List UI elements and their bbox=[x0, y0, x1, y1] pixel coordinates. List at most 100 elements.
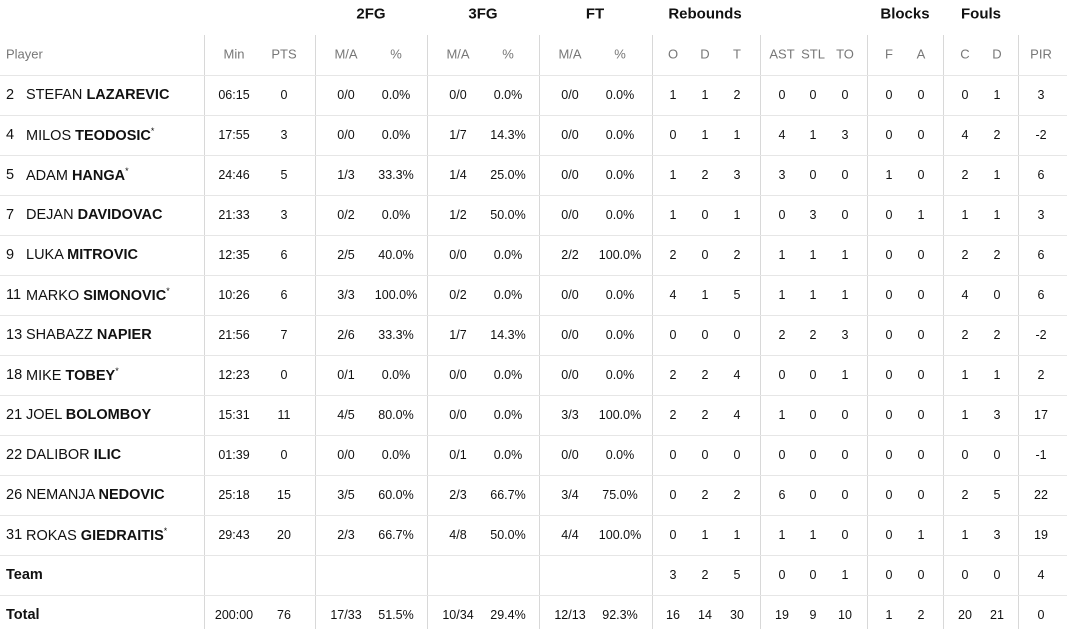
stat-cell: 24:46 bbox=[218, 168, 250, 182]
stat-cell: 29:43 bbox=[218, 528, 250, 542]
stat-cell: 15:31 bbox=[218, 408, 250, 422]
stat-cell: 21:33 bbox=[218, 208, 250, 222]
stat-cell: 1 bbox=[961, 208, 969, 222]
stat-cell: 7 bbox=[280, 328, 288, 342]
stat-cell: 6 bbox=[280, 288, 288, 302]
stat-cell: 6 bbox=[778, 488, 786, 502]
column-header: A bbox=[916, 46, 926, 62]
stat-cell: 21:56 bbox=[218, 328, 250, 342]
stat-cell: 0 bbox=[809, 368, 817, 382]
stat-cell: 2/3 bbox=[337, 528, 355, 542]
row-divider bbox=[0, 515, 1067, 516]
stat-cell: 100.0% bbox=[598, 248, 642, 262]
column-divider bbox=[1018, 35, 1019, 629]
stat-cell: 2/5 bbox=[337, 248, 355, 262]
stat-cell: 2 bbox=[993, 128, 1001, 142]
stat-cell: 50.0% bbox=[490, 528, 526, 542]
stat-cell: 3 bbox=[280, 208, 288, 222]
stat-cell: 1 bbox=[841, 248, 849, 262]
first-name: ADAM bbox=[26, 167, 68, 184]
stat-cell: 2 bbox=[669, 368, 677, 382]
stat-cell: 0/1 bbox=[449, 448, 467, 462]
stat-cell: 0/0 bbox=[561, 288, 579, 302]
stat-cell: 66.7% bbox=[378, 528, 414, 542]
stat-cell: 21 bbox=[990, 608, 1004, 622]
stat-cell: 0 bbox=[917, 88, 925, 102]
stat-cell: 0 bbox=[841, 88, 849, 102]
stat-cell: 1 bbox=[961, 528, 969, 542]
stat-cell: 0 bbox=[917, 488, 925, 502]
stat-cell: 0 bbox=[885, 528, 893, 542]
stat-cell: 0 bbox=[809, 408, 817, 422]
stat-cell: 1 bbox=[733, 208, 741, 222]
stat-cell: 2 bbox=[701, 488, 709, 502]
column-header: D bbox=[700, 46, 710, 62]
stat-cell: 0 bbox=[885, 328, 893, 342]
stat-cell: 0/0 bbox=[561, 128, 579, 142]
stat-cell: 0.0% bbox=[605, 168, 635, 182]
player-number: 7 bbox=[6, 207, 15, 223]
stat-cell: 100.0% bbox=[598, 408, 642, 422]
first-name: MILOS bbox=[26, 127, 72, 144]
stat-cell: 0.0% bbox=[605, 328, 635, 342]
stat-cell: 1 bbox=[993, 88, 1001, 102]
player-number: 13 bbox=[6, 327, 23, 343]
stat-cell: 2 bbox=[961, 488, 969, 502]
player-number: 22 bbox=[6, 447, 23, 463]
stat-cell: 100.0% bbox=[374, 288, 418, 302]
stat-cell: 17 bbox=[1034, 408, 1048, 422]
stat-cell: 29.4% bbox=[490, 608, 526, 622]
column-header: F bbox=[885, 46, 893, 62]
stat-cell: 0.0% bbox=[493, 288, 523, 302]
stat-cell: 6 bbox=[1037, 168, 1045, 182]
stat-cell: 0.0% bbox=[605, 288, 635, 302]
stat-cell: 0 bbox=[961, 448, 969, 462]
stat-cell: 0 bbox=[885, 128, 893, 142]
stat-cell: 0.0% bbox=[493, 368, 523, 382]
stat-cell: 0.0% bbox=[605, 208, 635, 222]
stat-cell: 0/0 bbox=[337, 448, 355, 462]
stat-cell: 4 bbox=[961, 128, 969, 142]
stat-cell: 3/4 bbox=[561, 488, 579, 502]
stat-cell: 3/3 bbox=[561, 408, 579, 422]
first-name: NEMANJA bbox=[26, 487, 95, 503]
stat-cell: 0.0% bbox=[605, 368, 635, 382]
row-divider bbox=[0, 595, 1067, 596]
stat-cell: 0.0% bbox=[493, 448, 523, 462]
stat-cell: 9 bbox=[809, 608, 817, 622]
stat-cell: 2 bbox=[701, 408, 709, 422]
stat-cell: 1/7 bbox=[449, 328, 467, 342]
stat-cell: 0/2 bbox=[449, 288, 467, 302]
stat-cell: 1/7 bbox=[449, 128, 467, 142]
stat-cell: 51.5% bbox=[378, 608, 414, 622]
row-divider bbox=[0, 275, 1067, 276]
stat-cell: 3 bbox=[993, 408, 1001, 422]
stat-cell: 1 bbox=[669, 208, 677, 222]
stat-cell: 0/0 bbox=[561, 448, 579, 462]
stat-cell: 0 bbox=[809, 568, 817, 582]
stat-cell: 0 bbox=[809, 448, 817, 462]
stat-cell: 0/0 bbox=[337, 88, 355, 102]
stat-cell: 0 bbox=[993, 288, 1001, 302]
starter-mark: * bbox=[166, 286, 170, 297]
column-divider bbox=[539, 35, 540, 629]
stat-cell: 2 bbox=[993, 328, 1001, 342]
stat-cell: 0 bbox=[669, 488, 677, 502]
stat-cell: 1 bbox=[961, 368, 969, 382]
column-header: M/A bbox=[334, 46, 358, 62]
stat-cell: 0 bbox=[885, 408, 893, 422]
stat-cell: 19 bbox=[1034, 528, 1048, 542]
column-divider bbox=[204, 35, 205, 629]
column-divider bbox=[760, 35, 761, 629]
stat-cell: 0 bbox=[778, 208, 786, 222]
first-name: JOEL bbox=[26, 407, 62, 423]
stat-cell: 1 bbox=[669, 88, 677, 102]
stat-cell: 25.0% bbox=[490, 168, 526, 182]
column-header: % bbox=[502, 46, 514, 62]
column-header: M/A bbox=[446, 46, 470, 62]
stat-cell: 0 bbox=[669, 128, 677, 142]
stat-cell: 1 bbox=[841, 368, 849, 382]
stat-cell: 0/2 bbox=[337, 208, 355, 222]
stat-cell: 0.0% bbox=[493, 408, 523, 422]
stat-cell: 12:23 bbox=[218, 368, 250, 382]
